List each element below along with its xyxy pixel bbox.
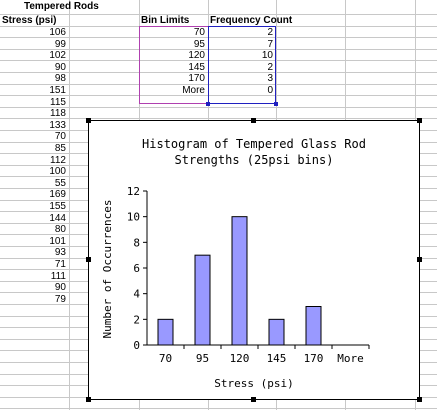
- stress-cell[interactable]: 90: [54, 282, 66, 293]
- col-d-header[interactable]: Frequency Count: [210, 15, 293, 26]
- sheet-title[interactable]: Tempered Rods: [24, 1, 99, 12]
- x-tick-label: 70: [159, 352, 172, 365]
- chart-resize-handle-mr[interactable]: [417, 257, 422, 262]
- stress-cell[interactable]: 80: [54, 224, 66, 235]
- x-tick-label: 120: [230, 352, 250, 365]
- stress-cell[interactable]: 98: [54, 73, 66, 84]
- stress-cell[interactable]: 133: [49, 120, 66, 131]
- y-tick-label: 8: [133, 236, 140, 249]
- frequency-cell[interactable]: 3: [267, 73, 273, 84]
- stress-cell[interactable]: 79: [54, 294, 66, 305]
- frequency-cell[interactable]: 7: [267, 39, 273, 50]
- y-axis-label: Number of Occurrences: [101, 199, 114, 338]
- y-tick-label: 2: [133, 313, 140, 326]
- stress-cell[interactable]: 93: [54, 247, 66, 258]
- bin-limit-cell[interactable]: 70: [193, 27, 205, 38]
- chart-resize-handle-bl[interactable]: [86, 397, 91, 402]
- stress-cell[interactable]: 90: [54, 62, 66, 73]
- histogram-bar[interactable]: [305, 306, 322, 346]
- stress-cell[interactable]: 112: [50, 155, 66, 166]
- chart-plot: Histogram of Tempered Glass Rod Strength…: [101, 137, 370, 390]
- range-fill-handle[interactable]: [274, 102, 278, 106]
- histogram-bar[interactable]: [231, 216, 248, 346]
- stress-cell[interactable]: 100: [49, 166, 66, 177]
- frequency-cell[interactable]: 2: [267, 62, 273, 73]
- y-tick-label: 10: [127, 211, 140, 224]
- histogram-bar[interactable]: [157, 318, 174, 346]
- bin-limit-cell[interactable]: 95: [193, 39, 205, 50]
- stress-cell[interactable]: 99: [54, 39, 66, 50]
- y-tick-label: 0: [133, 339, 140, 352]
- stress-cell[interactable]: 71: [54, 259, 66, 270]
- bin-limit-cell[interactable]: 145: [188, 62, 205, 73]
- stress-cell[interactable]: 151: [49, 85, 66, 96]
- chart-resize-handle-br[interactable]: [417, 397, 422, 402]
- col-c-header[interactable]: Bin Limits: [141, 15, 190, 26]
- stress-cell[interactable]: 115: [50, 97, 66, 108]
- x-axis-label: Stress (psi): [214, 377, 293, 390]
- stress-cell[interactable]: 101: [49, 236, 66, 247]
- stress-cell[interactable]: 102: [49, 50, 66, 61]
- frequency-range-highlight: [208, 26, 276, 104]
- y-tick-label: 12: [127, 185, 140, 198]
- bin-limits-range-highlight: [139, 26, 209, 104]
- x-tick-label: 95: [196, 352, 209, 365]
- stress-cell[interactable]: 169: [49, 189, 66, 200]
- stress-cell[interactable]: 55: [54, 178, 66, 189]
- chart-resize-handle-ml[interactable]: [86, 257, 91, 262]
- frequency-cell[interactable]: 10: [261, 50, 273, 61]
- histogram-bar[interactable]: [268, 318, 285, 346]
- bin-limit-cell[interactable]: 120: [188, 50, 205, 61]
- bin-limit-cell[interactable]: 170: [188, 73, 205, 84]
- stress-cell[interactable]: 70: [54, 131, 66, 142]
- stress-cell[interactable]: 144: [49, 213, 66, 224]
- stress-cell[interactable]: 118: [50, 108, 66, 119]
- col-a-header[interactable]: Stress (psi): [2, 15, 57, 26]
- stress-cell[interactable]: 106: [49, 27, 66, 38]
- frequency-cell[interactable]: 2: [267, 27, 273, 38]
- bin-limit-cell[interactable]: More: [182, 85, 205, 96]
- y-tick-label: 6: [133, 262, 140, 275]
- y-tick-label: 4: [133, 288, 140, 301]
- chart-resize-handle-tc[interactable]: [251, 118, 256, 123]
- range-corner-handle[interactable]: [206, 102, 210, 106]
- stress-cell[interactable]: 155: [49, 201, 66, 212]
- stress-cell[interactable]: 85: [54, 143, 66, 154]
- x-tick-label: 145: [267, 352, 287, 365]
- chart-title-line2: Strengths (25psi bins): [175, 153, 334, 167]
- histogram-bar[interactable]: [194, 254, 211, 346]
- histogram-chart[interactable]: Histogram of Tempered Glass Rod Strength…: [88, 120, 420, 400]
- chart-resize-handle-tl[interactable]: [86, 118, 91, 123]
- frequency-cell[interactable]: 0: [267, 85, 273, 96]
- stress-cell[interactable]: 111: [50, 271, 66, 282]
- chart-resize-handle-bc[interactable]: [251, 397, 256, 402]
- x-tick-label: 170: [304, 352, 324, 365]
- chart-resize-handle-tr[interactable]: [417, 118, 422, 123]
- x-tick-label: More: [337, 352, 364, 365]
- chart-title-line1: Histogram of Tempered Glass Rod: [142, 137, 366, 151]
